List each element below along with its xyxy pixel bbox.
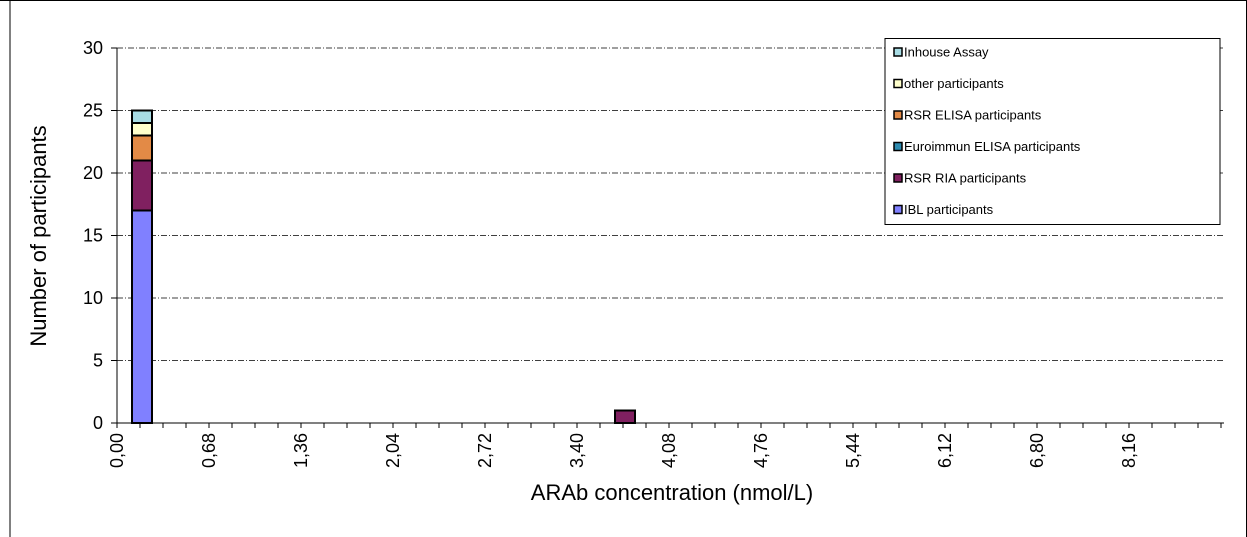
legend-swatch	[893, 173, 903, 183]
legend-label: Euroimmun ELISA participants	[904, 139, 1081, 154]
x-tick-label: 0,00	[107, 433, 127, 468]
y-tick-label: 30	[83, 38, 103, 58]
legend-label: RSR ELISA participants	[904, 108, 1042, 123]
x-tick-label: 6,12	[935, 433, 955, 468]
x-tick-label: 4,08	[659, 433, 679, 468]
legend-swatch	[893, 141, 903, 152]
legend-swatch	[893, 110, 903, 120]
y-tick-label: 0	[93, 413, 103, 433]
axes	[111, 47, 1224, 428]
bar-segment-inhouse-assay	[131, 109, 153, 124]
x-tick-label: 4,76	[751, 433, 771, 468]
x-tick-label: 5,44	[843, 433, 863, 468]
x-tick-label: 1,36	[291, 433, 311, 468]
legend-swatch	[893, 47, 903, 57]
y-axis-title: Number of participants	[26, 125, 51, 346]
bars	[131, 109, 636, 424]
legend-label: Inhouse Assay	[904, 45, 989, 60]
x-tick-label: 3,40	[567, 433, 587, 468]
y-tick-label: 10	[83, 288, 103, 308]
y-tick-label: 20	[83, 163, 103, 183]
x-tick-label: 8,16	[1119, 433, 1139, 468]
x-tick-label: 6,80	[1027, 433, 1047, 468]
y-tick-label: 5	[93, 351, 103, 371]
legend-swatch	[893, 204, 903, 215]
legend-label: IBL participants	[904, 202, 994, 217]
grid-lines	[117, 47, 1224, 361]
y-tick-labels: 0 5 10 15 20 25 30	[83, 38, 103, 433]
bar-segment-rsr-ria-participants	[614, 409, 636, 424]
x-tick-label: 0,68	[199, 433, 219, 468]
x-tick-label: 2,04	[383, 433, 403, 468]
legend-label: other participants	[904, 76, 1004, 91]
bar-segment-ibl-participants	[131, 209, 153, 424]
legend-swatch	[893, 78, 903, 89]
bar-segment-other-participants	[131, 122, 153, 137]
legend: Inhouse Assay other participants RSR ELISA…	[884, 38, 1221, 225]
legend-box	[884, 38, 1221, 225]
bar-segment-rsr-elisa-participants	[131, 134, 153, 162]
legend-label: RSR RIA participants	[904, 171, 1027, 186]
y-tick-label: 25	[83, 101, 103, 121]
y-tick-label: 15	[83, 226, 103, 246]
x-tick-label: 2,72	[475, 433, 495, 468]
bar-segment-rsr-ria-participants	[131, 159, 153, 212]
x-axis-title: ARAb concentration (nmol/L)	[531, 480, 813, 505]
x-tick-labels: 0,00 0,68 1,36 2,04 2,72 3,40 4,08 4,76 5,44 6,12…	[107, 433, 1139, 468]
